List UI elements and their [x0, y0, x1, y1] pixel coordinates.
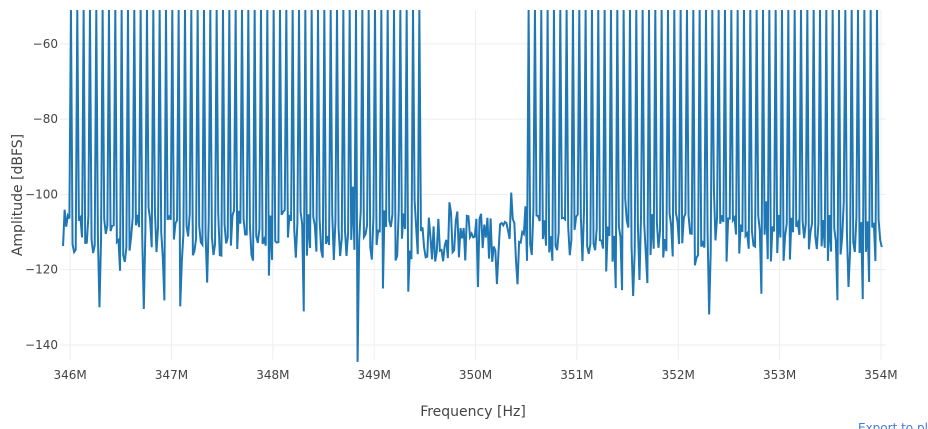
x-tick-label: 347M [155, 368, 188, 382]
y-tick-label: −80 [33, 112, 58, 126]
spectrum-trace [62, 9, 883, 362]
y-axis-title: Amplitude [dBFS] [10, 134, 26, 256]
x-tick-label: 352M [662, 368, 695, 382]
x-tick-label: 351M [560, 368, 593, 382]
x-tick-label: 346M [54, 368, 87, 382]
spectrum-trace-layer [62, 9, 883, 362]
x-tick-label: 350M [459, 368, 492, 382]
y-tick-label: −120 [25, 263, 58, 277]
y-axis-ticks: −60 −80 −100 −120 −140 [25, 37, 58, 352]
x-tick-label: 349M [358, 368, 391, 382]
y-tick-label: −100 [25, 187, 58, 201]
y-tick-label: −60 [33, 37, 58, 51]
x-tick-label: 348M [256, 368, 289, 382]
export-to-plotly-link[interactable]: Export to plot.ly » [858, 421, 928, 429]
y-tick-label: −140 [25, 338, 58, 352]
x-axis-title: Frequency [Hz] [420, 404, 526, 420]
x-axis-ticks: 346M 347M 348M 349M 350M 351M 352M 353M 354M [54, 368, 898, 382]
x-tick-label: 354M [864, 368, 897, 382]
x-tick-label: 353M [763, 368, 796, 382]
